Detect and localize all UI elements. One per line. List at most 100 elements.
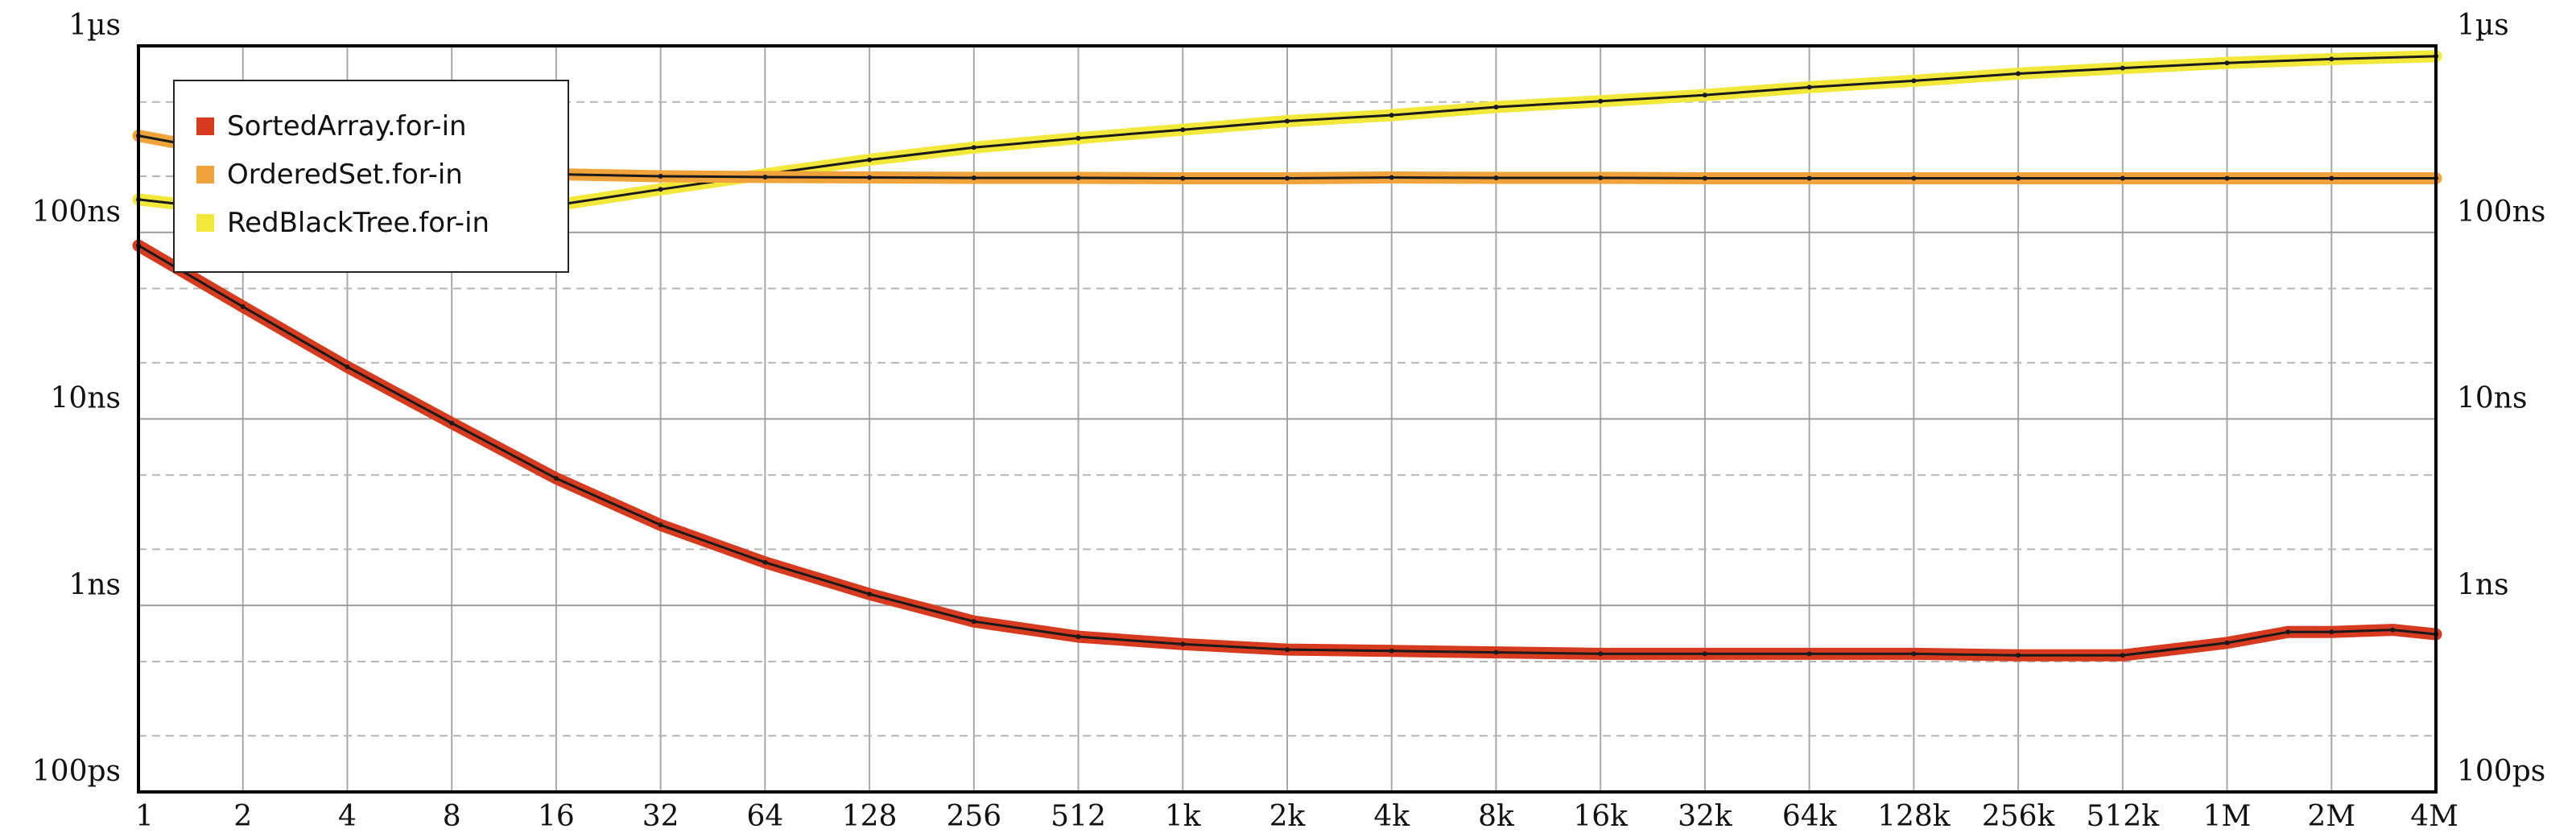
data-point	[1389, 648, 1394, 654]
x-tick-label: 256k	[1982, 800, 2056, 833]
data-point	[1911, 651, 1917, 657]
data-point	[971, 619, 976, 625]
x-tick-label: 2M	[2307, 800, 2355, 833]
x-tick-label: 2k	[1269, 800, 1307, 833]
x-tick-label: 32k	[1678, 800, 1733, 833]
data-point	[1075, 175, 1081, 180]
y-tick-label-left: 100ns	[32, 196, 121, 229]
x-tick-label: 64	[746, 800, 783, 833]
data-point	[1598, 98, 1604, 104]
data-point	[2329, 175, 2334, 181]
data-point	[2224, 175, 2230, 181]
y-tick-label-right: 10ns	[2457, 382, 2527, 415]
legend: SortedArray.for-in OrderedSet.for-in RedBl…	[173, 80, 569, 273]
data-point	[762, 175, 768, 179]
x-tick-label: 4k	[1373, 800, 1410, 833]
y-tick-label-right: 1µs	[2457, 9, 2509, 42]
x-tick-label: 128k	[1877, 800, 1951, 833]
x-tick-label: 512	[1051, 800, 1106, 833]
legend-swatch	[196, 214, 214, 232]
data-point	[1911, 175, 1917, 181]
data-point	[867, 592, 873, 597]
data-point	[867, 175, 873, 180]
data-point	[1598, 651, 1604, 657]
x-tick-label: 128	[842, 800, 898, 833]
y-tick-label-right: 100ps	[2457, 755, 2545, 788]
data-point	[240, 304, 246, 309]
x-tick-label: 64k	[1782, 800, 1838, 833]
data-point	[345, 364, 350, 369]
legend-label: OrderedSet.for-in	[227, 159, 463, 191]
x-tick-label: 8	[443, 800, 461, 833]
data-point	[2016, 71, 2021, 76]
x-tick-label: 256	[946, 800, 1001, 833]
data-point	[971, 145, 976, 150]
data-point	[658, 522, 663, 528]
data-point	[1806, 85, 1812, 90]
x-tick-label: 8k	[1478, 800, 1515, 833]
data-point	[2120, 653, 2125, 658]
x-tick-label: 4	[338, 800, 357, 833]
data-point	[1702, 175, 1707, 181]
data-point	[2285, 629, 2291, 635]
x-tick-label: 16	[538, 800, 575, 833]
data-point	[1075, 634, 1081, 640]
data-point	[2224, 640, 2230, 645]
y-tick-label-right: 1ns	[2457, 568, 2509, 601]
plot-frame	[137, 44, 2438, 794]
data-point	[2016, 653, 2021, 658]
y-tick-label-left: 1µs	[68, 9, 121, 42]
x-tick-label: 1M	[2203, 800, 2252, 833]
data-point	[1285, 118, 1290, 124]
data-point	[867, 157, 873, 163]
data-point	[971, 175, 976, 180]
data-point	[1806, 175, 1812, 181]
x-tick-label: 2	[233, 800, 252, 833]
data-point	[1702, 651, 1707, 657]
tick-labels: 1 2 4 8 16 32 64 128 256 512 1k 2k 4k 8k 16k 32k 64k 128k…	[32, 9, 2546, 833]
legend-swatch	[196, 118, 214, 135]
data-point	[449, 420, 455, 426]
legend-box	[173, 80, 569, 273]
legend-label: SortedArray.for-in	[227, 110, 467, 142]
data-point	[1702, 93, 1707, 98]
data-point	[1493, 649, 1499, 655]
x-tick-label: 1	[135, 800, 154, 833]
data-point	[1389, 113, 1394, 118]
legend-label: RedBlackTree.for-in	[227, 207, 489, 239]
x-tick-label: 512k	[2087, 800, 2161, 833]
data-point	[2390, 627, 2396, 633]
x-tick-label: 16k	[1573, 800, 1629, 833]
y-tick-label-left: 100ps	[32, 755, 121, 788]
data-point	[1285, 175, 1290, 181]
data-point	[2016, 175, 2021, 181]
x-tick-label: 1k	[1165, 800, 1202, 833]
x-tick-label: 4M	[2410, 800, 2458, 833]
data-point	[2329, 629, 2334, 635]
data-point	[1806, 651, 1812, 657]
legend-swatch	[196, 166, 214, 183]
x-tick-label: 32	[642, 800, 679, 833]
y-tick-label-left: 10ns	[51, 382, 121, 415]
series-SortedArray.for-in	[132, 239, 2442, 662]
data-point	[2120, 65, 2125, 71]
data-point	[2120, 175, 2125, 181]
y-tick-label-left: 1ns	[68, 568, 121, 601]
data-point	[553, 476, 559, 481]
data-point	[1493, 105, 1499, 109]
data-point	[1180, 127, 1186, 133]
data-point	[658, 174, 663, 179]
data-point	[762, 559, 768, 565]
data-point	[2329, 56, 2334, 62]
data-point	[1075, 135, 1081, 141]
data-point	[1911, 78, 1917, 84]
data-point	[1285, 647, 1290, 653]
data-point	[658, 187, 663, 192]
data-point	[1180, 175, 1186, 181]
data-point	[1598, 175, 1604, 180]
y-tick-label-right: 100ns	[2457, 196, 2545, 229]
data-point	[1493, 175, 1499, 180]
data-point	[1389, 175, 1394, 180]
data-point	[1180, 641, 1186, 647]
